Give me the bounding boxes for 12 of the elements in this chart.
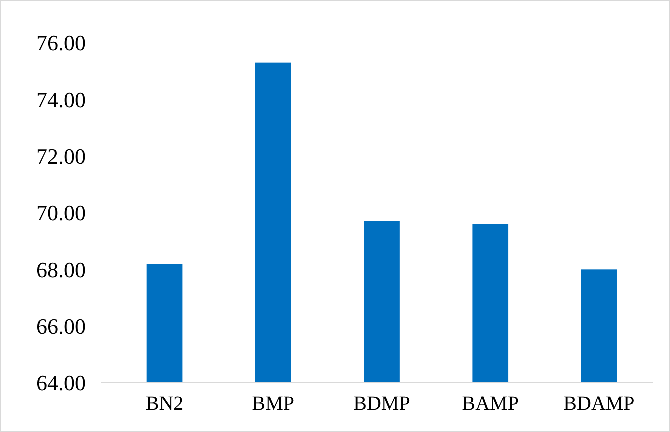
y-tick-label: 66.00 xyxy=(36,314,86,340)
x-tick-label: BAMP xyxy=(462,393,519,415)
y-tick-label: 64.00 xyxy=(36,370,86,396)
y-tick-label: 76.00 xyxy=(36,30,86,56)
x-tick-label: BDAMP xyxy=(564,393,635,415)
y-tick-label: 74.00 xyxy=(36,87,86,112)
y-tick-label: 72.00 xyxy=(36,144,86,170)
y-tick-label: 68.00 xyxy=(36,257,86,282)
x-tick-label: BN2 xyxy=(146,393,184,415)
x-tick-label: BMP xyxy=(252,393,295,415)
y-tick-label: 70.00 xyxy=(36,200,86,226)
x-tick-label: BDMP xyxy=(354,393,410,415)
